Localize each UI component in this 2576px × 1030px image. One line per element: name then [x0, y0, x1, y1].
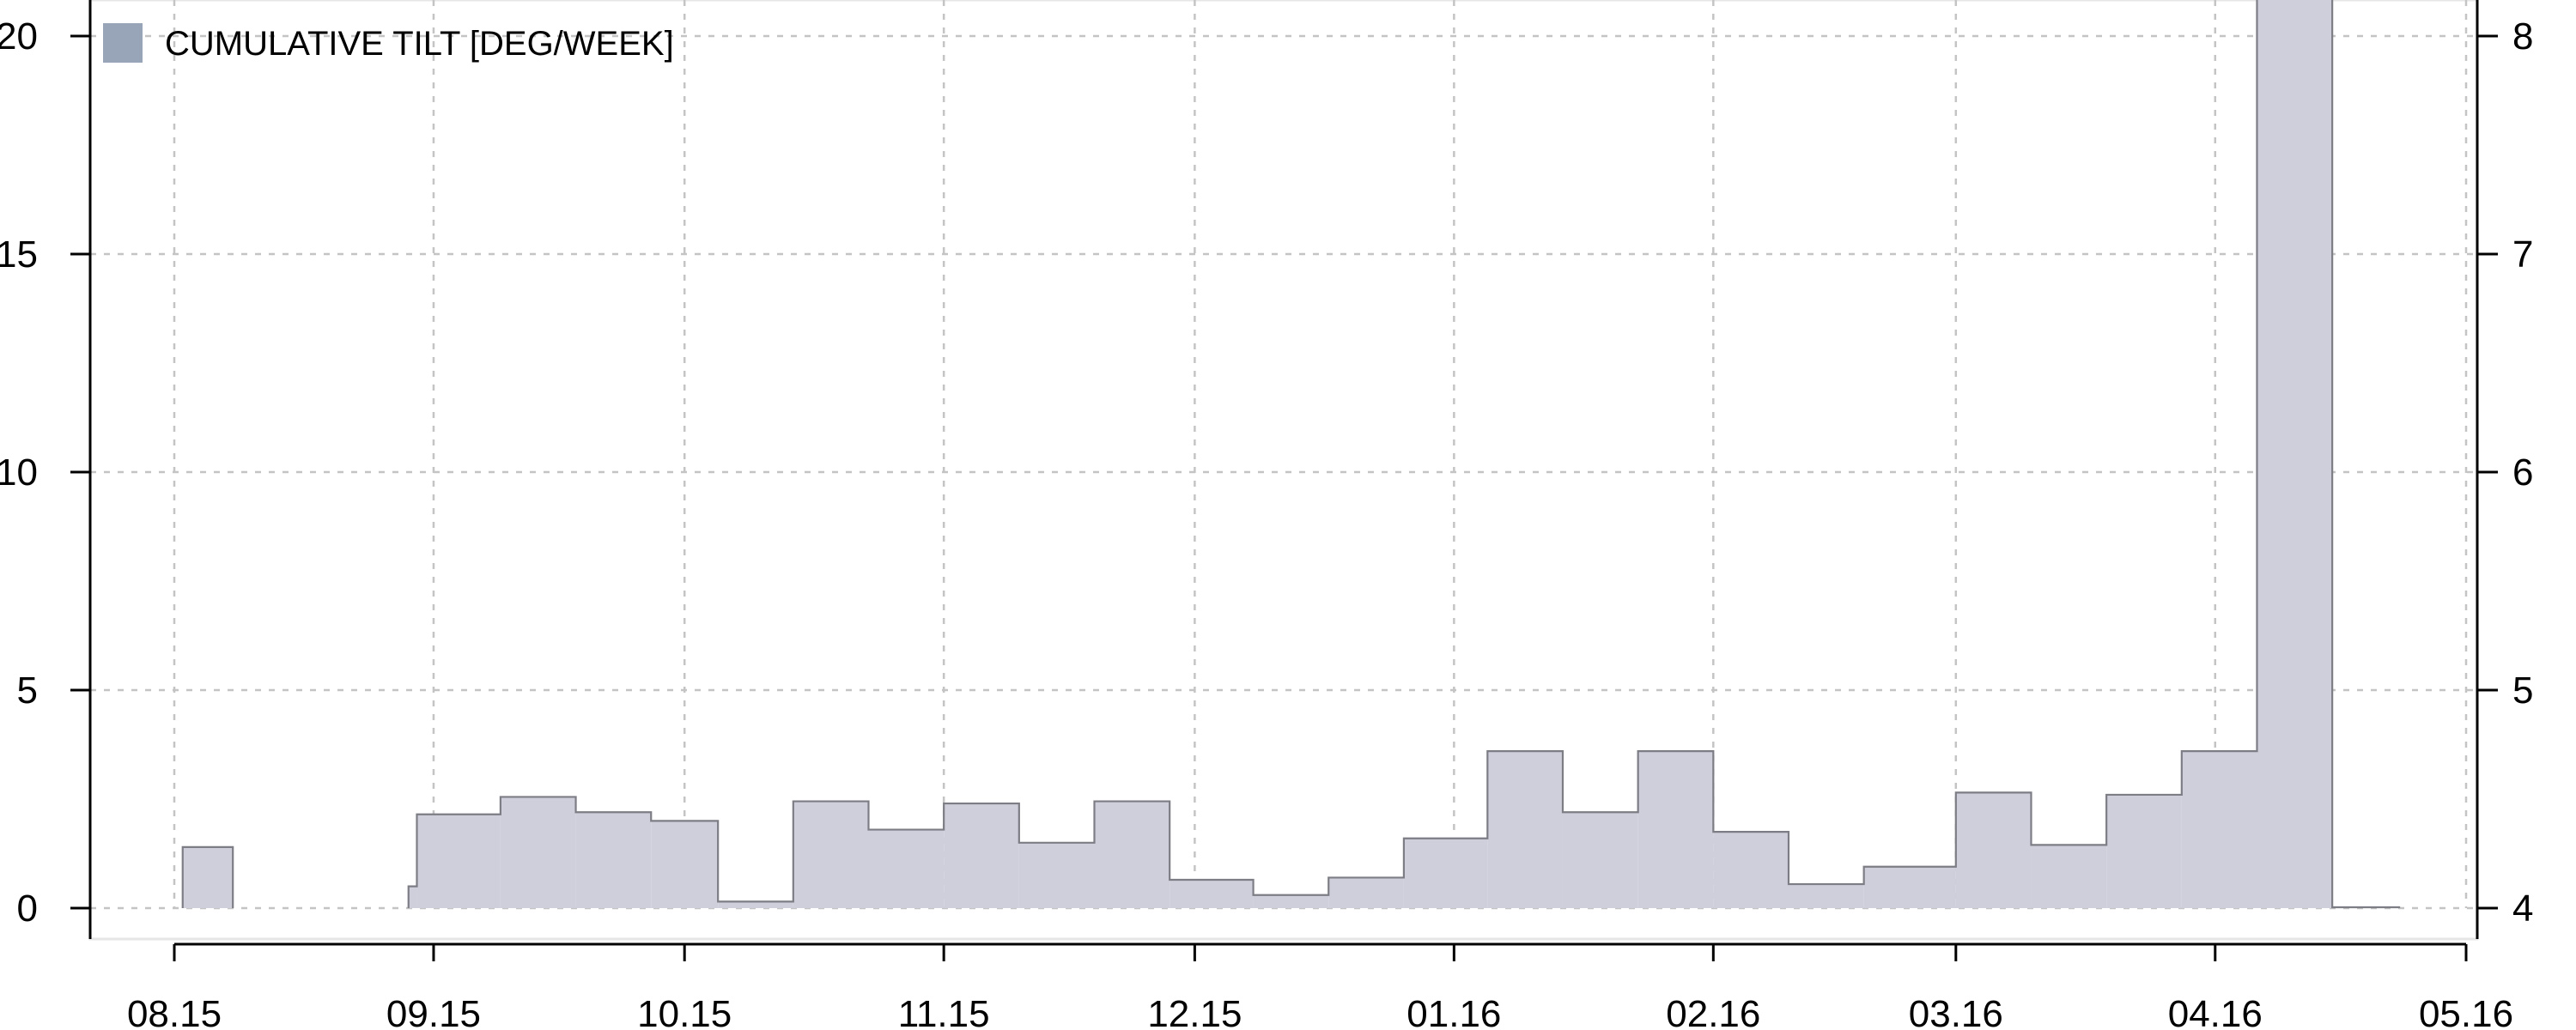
legend-swatch	[103, 23, 143, 63]
bar	[1403, 838, 1488, 908]
bar	[500, 797, 576, 908]
y-left-tick-label: 10	[0, 451, 38, 494]
y-right-tick-label: 8	[2512, 15, 2533, 58]
bar	[793, 801, 869, 908]
bar	[1328, 877, 1404, 908]
bar	[1487, 751, 1563, 908]
y-right-tick-label: 4	[2512, 888, 2533, 930]
bar-outline-path	[181, 0, 2401, 909]
y-left-tick-label: 0	[17, 888, 38, 930]
legend-label: CUMULATIVE TILT [DEG/WEEK]	[165, 25, 674, 63]
x-tick-label: 10.15	[637, 993, 732, 1030]
bar	[2031, 845, 2107, 908]
bar	[1788, 884, 1864, 908]
x-axis: 08.15 09.15 10.15 11.15 12.15 01.16 02.16 03.16…	[127, 942, 2513, 1030]
x-tick-label: 04.16	[2168, 993, 2263, 1030]
bar	[2106, 794, 2182, 908]
bar	[944, 803, 1019, 908]
bar	[718, 901, 793, 908]
bar	[2181, 751, 2257, 908]
y-left-tick-label: 5	[17, 670, 38, 712]
x-tick-label: 03.16	[1909, 993, 2003, 1030]
bar	[1253, 894, 1329, 908]
x-tick-label: 09.15	[386, 993, 481, 1030]
bar	[408, 886, 417, 908]
x-tick-label: 12.15	[1147, 993, 1242, 1030]
bar	[416, 814, 501, 908]
y-axis-right: 4 5 6 7 8	[2476, 0, 2533, 939]
y-left-tick-label: 20	[0, 15, 38, 58]
legend: CUMULATIVE TILT [DEG/WEEK]	[103, 23, 674, 63]
bar	[1713, 832, 1789, 908]
y-right-tick-label: 7	[2512, 233, 2533, 276]
bar	[1094, 801, 1170, 908]
y-right-tick-label: 5	[2512, 670, 2533, 712]
bar	[2257, 0, 2333, 909]
bar	[1170, 879, 1254, 908]
plot-frame	[88, 0, 2479, 941]
x-tick-label: 05.16	[2419, 993, 2513, 1030]
y-left-tick-label: 15	[0, 233, 38, 276]
bar	[1955, 792, 2032, 908]
y-axis-left: 0 5 10 15 20	[0, 0, 92, 939]
bar	[182, 846, 234, 908]
bar	[868, 829, 945, 908]
bar	[1018, 842, 1095, 908]
x-tick-label: 08.15	[127, 993, 222, 1030]
bars	[182, 0, 2400, 909]
bar	[651, 821, 719, 908]
bar	[1637, 751, 1714, 908]
bar	[1863, 866, 1956, 908]
bar	[575, 812, 652, 908]
x-tick-label: 11.15	[898, 993, 990, 1030]
x-tick-label: 01.16	[1406, 993, 1501, 1030]
bar-outline	[181, 0, 2401, 909]
y-right-tick-label: 6	[2512, 451, 2533, 494]
x-tick-label: 02.16	[1666, 993, 1760, 1030]
bar	[1562, 812, 1638, 908]
